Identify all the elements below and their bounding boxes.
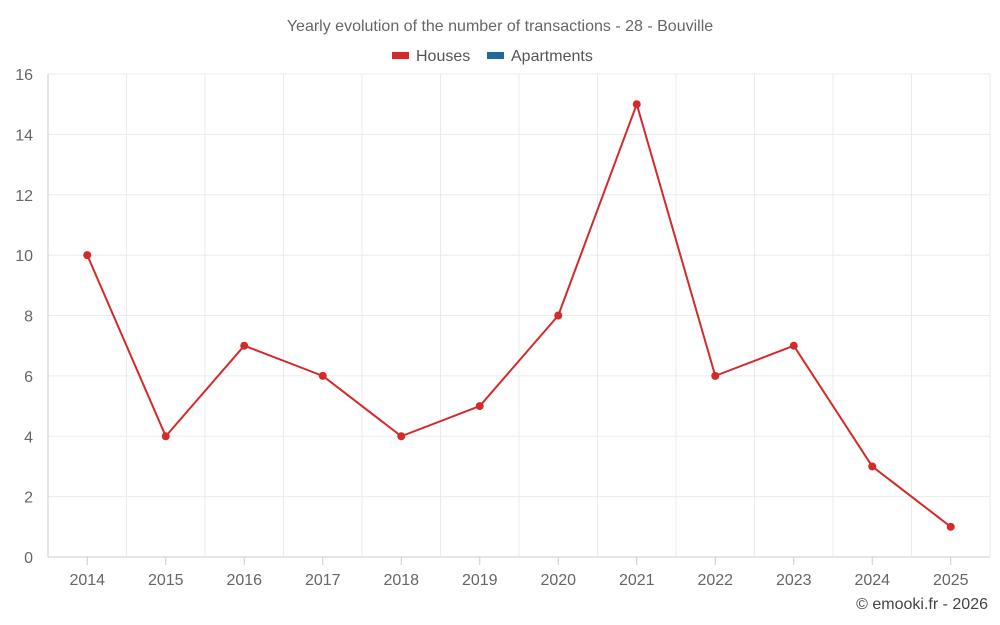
data-point-houses[interactable] <box>711 371 720 380</box>
legend-swatch-houses <box>392 52 409 59</box>
legend-label-apartments[interactable]: Apartments <box>511 48 593 65</box>
data-point-houses[interactable] <box>83 251 92 260</box>
legend-label-houses[interactable]: Houses <box>416 48 470 65</box>
x-tick-label: 2018 <box>383 572 419 589</box>
y-tick-label: 14 <box>15 127 33 144</box>
y-tick-label: 8 <box>24 309 33 326</box>
x-axis: 2014 2015 2016 2017 2018 2019 2020 2021 2022 2023… <box>69 557 969 589</box>
legend: Houses Apartments <box>392 48 593 65</box>
x-tick-label: 2022 <box>697 572 733 589</box>
x-tick-label: 2024 <box>854 572 890 589</box>
data-point-houses[interactable] <box>397 432 406 441</box>
data-point-houses[interactable] <box>632 100 641 109</box>
y-axis: 0 2 4 6 8 10 12 14 16 <box>15 67 33 567</box>
credit-text: © emooki.fr - 2026 <box>856 596 988 613</box>
data-point-houses[interactable] <box>868 462 877 471</box>
x-tick-label: 2025 <box>933 572 969 589</box>
data-point-houses[interactable] <box>554 311 563 320</box>
data-point-houses[interactable] <box>240 341 249 350</box>
series-line-houses <box>86 103 952 528</box>
data-point-houses[interactable] <box>161 432 170 441</box>
x-tick-label: 2021 <box>619 572 655 589</box>
x-tick-label: 2017 <box>305 572 341 589</box>
y-tick-label: 10 <box>15 248 33 265</box>
y-tick-label: 12 <box>15 188 33 205</box>
gridlines <box>47 73 991 558</box>
y-tick-label: 0 <box>24 550 33 567</box>
y-tick-label: 16 <box>15 67 33 84</box>
y-tick-label: 2 <box>24 490 33 507</box>
data-point-houses[interactable] <box>789 341 798 350</box>
y-tick-label: 4 <box>24 429 33 446</box>
data-point-houses[interactable] <box>475 402 484 411</box>
x-tick-label: 2020 <box>540 572 576 589</box>
x-tick-label: 2015 <box>148 572 184 589</box>
x-tick-label: 2014 <box>69 572 105 589</box>
data-point-houses[interactable] <box>318 371 327 380</box>
chart-title: Yearly evolution of the number of transa… <box>287 18 713 35</box>
x-tick-label: 2023 <box>776 572 812 589</box>
x-tick-label: 2016 <box>226 572 262 589</box>
x-tick-label: 2019 <box>462 572 498 589</box>
series-layer <box>83 100 955 531</box>
y-tick-label: 6 <box>24 369 33 386</box>
legend-swatch-apartments <box>487 52 504 59</box>
data-point-houses[interactable] <box>946 522 955 531</box>
